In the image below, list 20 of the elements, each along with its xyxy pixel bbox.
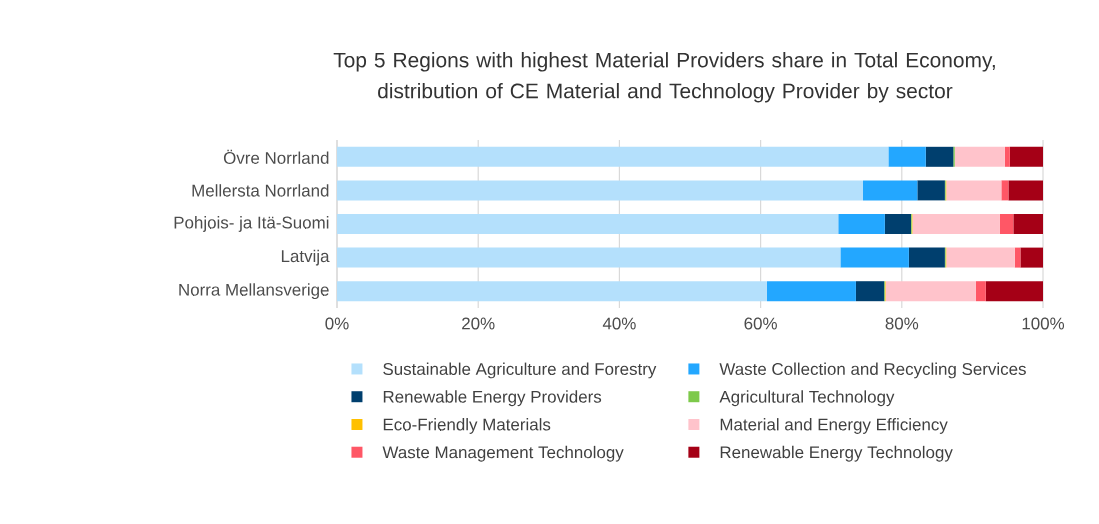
- x-tick-label: 20%: [462, 317, 495, 330]
- y-tick-label: Norra Mellansverige: [179, 283, 329, 300]
- x-tick-label: 40%: [602, 317, 636, 330]
- legend-label: Renewable Energy Technology: [720, 445, 953, 462]
- legend-label: Waste Collection and Recycling Services: [719, 362, 1026, 379]
- y-tick-label: Latvija: [281, 249, 330, 266]
- legend-label: Sustainable Agriculture and Forestry: [383, 362, 657, 379]
- legend-label: Agricultural Technology: [719, 390, 895, 407]
- x-tick-label: 0%: [325, 317, 349, 330]
- x-tick-label: 100%: [1022, 317, 1065, 330]
- legend-label: Renewable Energy Providers: [383, 390, 602, 407]
- y-tick-label: Övre Norrland: [223, 149, 329, 164]
- chart-title: Top 5 Regions with highest Material Providers share in Total Economy, distribution of CE Material and Technology Provider by sector: [333, 52, 995, 103]
- x-tick-label: 80%: [885, 317, 919, 330]
- y-tick-label: Mellersta Norrland: [192, 184, 329, 197]
- legend-label: Material and Energy Efficiency: [720, 418, 948, 434]
- legend-label: Eco-Friendly Materials: [383, 418, 551, 434]
- x-tick-label: 60%: [744, 317, 777, 330]
- y-tick-label: Pohjois- ja Itä-Suomi: [174, 216, 329, 232]
- legend-label: Waste Management Technology: [382, 445, 624, 462]
